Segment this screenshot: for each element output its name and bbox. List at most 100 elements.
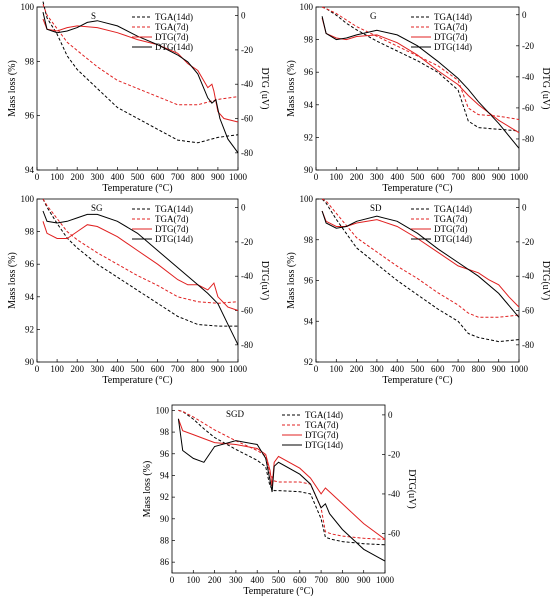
- x-tick-label: 900: [357, 575, 371, 585]
- y-tick-label: 100: [156, 405, 170, 415]
- y2-axis-label: DTG (uV): [540, 68, 550, 110]
- y-tick-label: 98: [304, 235, 314, 245]
- x-tick-label: 500: [411, 364, 425, 374]
- chart-panel-sd: 0 100 200 300 400 500 600 700 800 900 100092949698…: [286, 194, 550, 386]
- y2-tick-label: -80: [241, 340, 253, 350]
- x-tick-label: 900: [492, 172, 506, 182]
- y-tick-label: 94: [304, 100, 314, 110]
- x-tick-label: 600: [431, 364, 445, 374]
- x-tick-label: 900: [492, 364, 506, 374]
- y2-tick-label: -20: [522, 41, 534, 51]
- x-tick-label: 200: [70, 172, 84, 182]
- y2-tick-label: 0: [522, 203, 527, 213]
- x-axis-label: Temperature (°C): [382, 183, 452, 194]
- legend-label: DTG(14d): [434, 42, 472, 52]
- legend-label: TGA(14d): [155, 204, 193, 214]
- y-tick-label: 96: [304, 67, 314, 77]
- x-tick-label: 800: [472, 364, 486, 374]
- y2-tick-label: 0: [241, 11, 246, 21]
- series-line-tga14d: [178, 409, 386, 546]
- legend-label: TGA(14d): [434, 12, 472, 22]
- x-tick-label: 100: [187, 575, 201, 585]
- panel-title: S: [91, 11, 96, 21]
- legend: TGA(14d)TGA(7d)DTG(7d)DTG(14d): [132, 12, 193, 52]
- y-tick-label: 92: [160, 492, 169, 502]
- chart-panel-sgd: 0 100 200 300 400 500 600 700 800 900 100086889092…: [142, 404, 417, 596]
- y2-tick-label: -60: [522, 103, 534, 113]
- series-line-tga7d: [42, 4, 239, 106]
- y-tick-label: 92: [25, 324, 34, 334]
- x-axis-label: Temperature (°C): [102, 375, 172, 386]
- series-line-tga14d: [42, 1, 239, 144]
- series-line-dtg7d: [321, 17, 520, 134]
- x-tick-label: 900: [211, 364, 225, 374]
- chart-panel-g: 0 100 200 300 400 500 600 700 800 900 100090929496…: [286, 2, 550, 194]
- series-line-tga7d: [321, 198, 520, 318]
- x-tick-label: 300: [229, 575, 243, 585]
- x-tick-label: 1000: [376, 575, 395, 585]
- x-tick-label: 900: [211, 172, 225, 182]
- chart-panel-s: 0 100 200 300 400 500 600 700 800 900 100094969810…: [7, 1, 270, 194]
- x-tick-label: 400: [111, 364, 125, 374]
- series-line-dtg7d: [42, 221, 239, 311]
- legend-label: DTG(7d): [305, 430, 339, 440]
- legend-label: TGA(7d): [155, 214, 189, 224]
- series-line-dtg14d: [321, 16, 520, 149]
- y-tick-label: 98: [25, 56, 35, 66]
- y-axis-label: Mass loss (%): [7, 60, 18, 117]
- series-line-tga14d: [321, 6, 520, 132]
- x-tick-label: 800: [472, 172, 486, 182]
- panel-title: SG: [91, 203, 103, 213]
- x-tick-label: 500: [411, 172, 425, 182]
- x-tick-label: 300: [370, 364, 384, 374]
- y-tick-label: 86: [160, 557, 170, 567]
- x-tick-label: 600: [151, 364, 165, 374]
- x-tick-label: 600: [293, 575, 307, 585]
- plot-frame: [171, 404, 386, 574]
- legend-label: DTG(14d): [155, 42, 193, 52]
- x-tick-label: 100: [330, 364, 344, 374]
- x-tick-label: 500: [131, 172, 145, 182]
- x-tick-label: 700: [314, 575, 328, 585]
- y2-axis-label: DTG(uV): [540, 261, 550, 300]
- x-axis-label: Temperature (°C): [382, 375, 452, 386]
- x-tick-label: 100: [50, 172, 64, 182]
- legend-label: DTG(14d): [305, 440, 343, 450]
- y2-tick-label: -20: [241, 45, 253, 55]
- series-line-dtg7d: [177, 418, 386, 540]
- panel-title: SGD: [226, 409, 245, 419]
- plot-frame: [315, 198, 520, 363]
- legend-label: DTG(7d): [155, 224, 189, 234]
- x-tick-label: 400: [390, 364, 404, 374]
- x-tick-label: 600: [151, 172, 165, 182]
- y2-tick-label: -60: [522, 306, 534, 316]
- legend: TGA(14d)TGA(7d)DTG(7d)DTG(14d): [411, 12, 472, 52]
- x-tick-label: 0: [35, 364, 40, 374]
- panel-title: SD: [370, 203, 382, 213]
- x-tick-label: 400: [111, 172, 125, 182]
- legend: TGA(14d)TGA(7d)DTG(7d)DTG(14d): [282, 410, 343, 450]
- y-axis-label: Mass loss (%): [142, 461, 153, 518]
- legend-label: DTG(14d): [434, 234, 472, 244]
- series-line-tga7d: [42, 198, 239, 304]
- y2-tick-label: -40: [522, 271, 534, 281]
- x-tick-label: 200: [350, 172, 364, 182]
- y-axis-label: Mass loss (%): [7, 252, 18, 309]
- y2-tick-label: -40: [522, 72, 534, 82]
- legend-label: TGA(14d): [434, 204, 472, 214]
- x-tick-label: 700: [171, 364, 185, 374]
- x-tick-label: 0: [35, 172, 40, 182]
- y2-tick-label: -20: [522, 237, 534, 247]
- x-tick-label: 200: [350, 364, 364, 374]
- x-tick-label: 1000: [229, 364, 248, 374]
- y-tick-label: 94: [25, 165, 35, 175]
- series-line-tga7d: [178, 409, 386, 540]
- series-line-dtg7d: [42, 18, 239, 123]
- y-tick-label: 100: [300, 194, 314, 204]
- chart-panel-sg: 0 100 200 300 400 500 600 700 800 900 100090929496…: [7, 194, 270, 386]
- legend: TGA(14d)TGA(7d)DTG(7d)DTG(14d): [132, 204, 193, 244]
- y-tick-label: 94: [25, 292, 35, 302]
- series-line-dtg7d: [321, 210, 520, 308]
- y2-tick-label: -40: [241, 79, 253, 89]
